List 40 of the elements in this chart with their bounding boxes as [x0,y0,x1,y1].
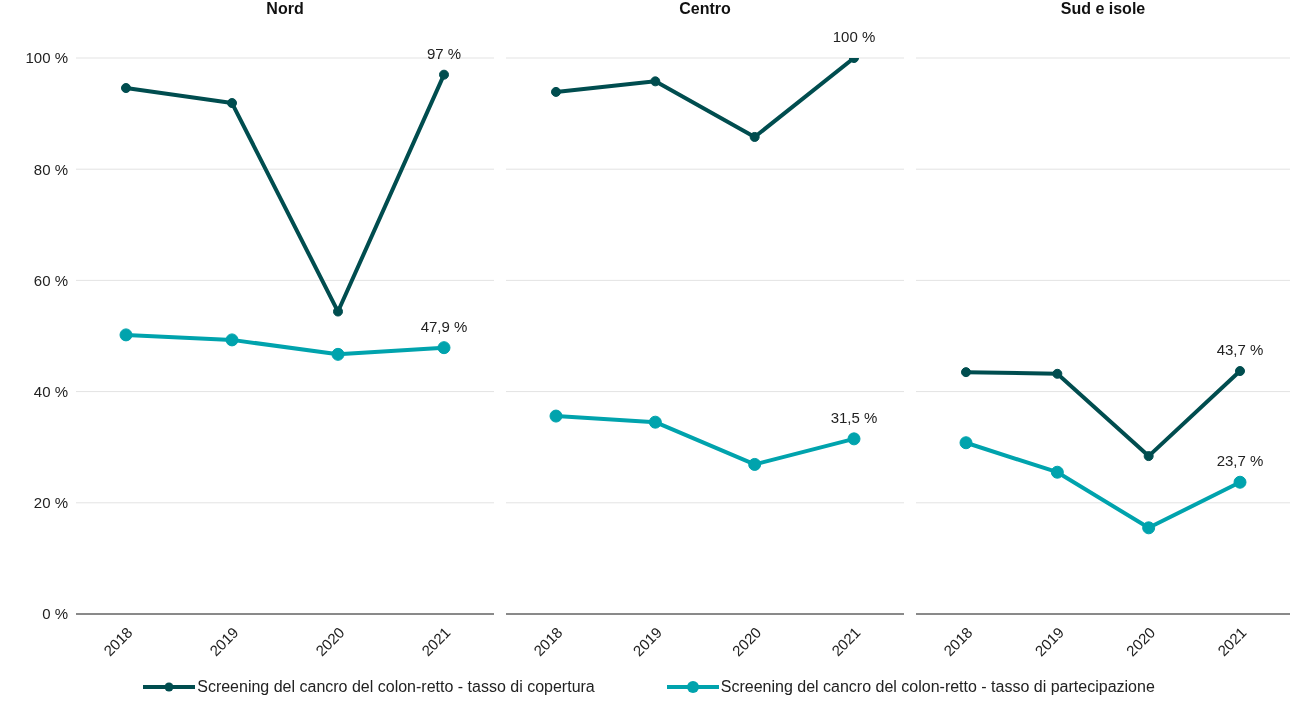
point [650,76,661,87]
point [331,347,345,361]
point [121,83,131,94]
point [748,457,762,471]
point [749,131,760,142]
data-label: 23,7 % [1216,452,1264,470]
legend-label: Screening del cancro del colon-retto - tasso di copertura [197,678,595,696]
chart-title: Centro [678,0,732,19]
data-label: 97 % [426,44,462,62]
point [549,409,563,423]
y-tick-label: 0 % [42,605,68,623]
point [1052,368,1063,379]
point [119,328,133,342]
point [227,98,237,109]
point [333,306,343,317]
data-label: 100 % [832,28,876,45]
point [1142,521,1156,535]
point [1050,465,1064,479]
point [959,436,973,450]
point [961,367,971,378]
point [551,86,561,97]
chart-title: Sud e isole [1059,0,1147,19]
chart-title: Nord [265,0,305,19]
y-tick-label: 20 % [33,494,68,512]
y-tick-label: 80 % [33,160,68,178]
point [439,69,449,80]
point [437,341,451,355]
point [847,432,861,446]
point [1235,366,1245,377]
legend-label: Screening del cancro del colon-retto - tasso di partecipazione [720,678,1155,696]
y-tick-label: 60 % [33,271,68,289]
point [1233,475,1247,489]
data-label: 47,9 % [420,317,468,335]
point [1143,451,1154,462]
data-label: 43,7 % [1216,341,1264,359]
point [648,415,662,429]
point [225,333,239,347]
y-tick-label: 100 % [25,49,68,67]
y-tick-label: 40 % [33,382,68,400]
data-label: 31,5 % [830,408,878,426]
